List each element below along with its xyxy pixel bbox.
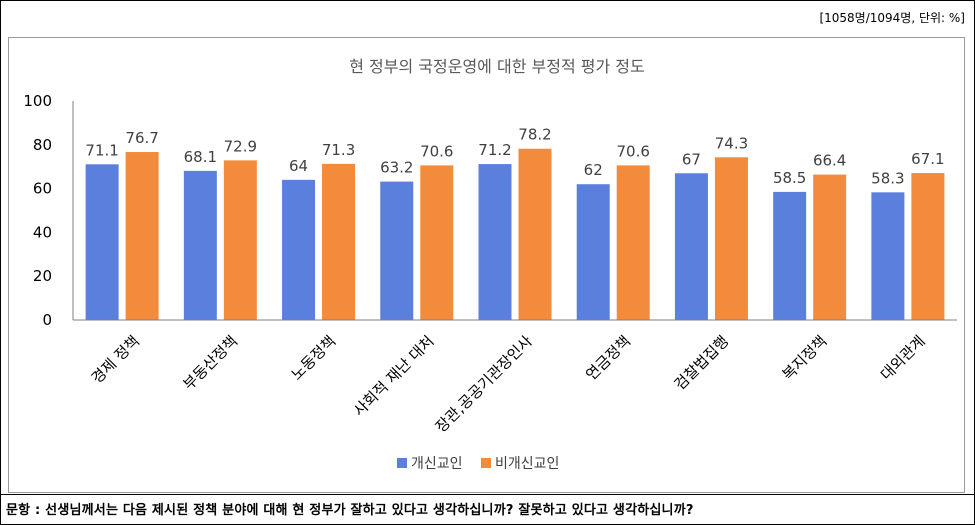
category-label: 부동산정책	[180, 332, 242, 394]
bars: 71.1 76.7 68.1 72.9 64 71.3 63.2 70.6 71.2 78.2 62…	[85, 126, 945, 320]
category-label: 사회적 재난 대처	[350, 332, 438, 420]
category-label: 검찰법집행	[671, 332, 733, 394]
data-label: 71.1	[85, 141, 118, 159]
data-label: 70.6	[617, 142, 650, 160]
data-label: 67	[682, 150, 701, 168]
data-label: 70.6	[420, 142, 453, 160]
legend-label: 개신교인	[411, 456, 463, 472]
bar-non-protestant	[616, 165, 650, 320]
data-label: 74.3	[715, 134, 748, 152]
data-label: 71.2	[478, 141, 511, 159]
bar-protestant	[183, 170, 217, 320]
data-label: 76.7	[125, 129, 158, 147]
data-label: 78.2	[518, 126, 551, 144]
bar-non-protestant	[322, 163, 356, 320]
data-label: 71.3	[322, 141, 355, 159]
data-label: 62	[584, 161, 603, 179]
bar-protestant	[576, 184, 610, 320]
bar-chart: 현 정부의 국정운영에 대한 부정적 평가 정도 0 20 40 60 80 100 71…	[23, 57, 957, 472]
bar-non-protestant	[125, 152, 159, 320]
bar-non-protestant	[813, 174, 847, 320]
category-label: 연금정책	[582, 332, 634, 384]
category-label: 경제 정책	[88, 332, 143, 387]
bar-non-protestant	[911, 173, 945, 320]
bar-protestant	[282, 179, 316, 320]
bar-non-protestant	[714, 157, 748, 320]
chart-title: 현 정부의 국정운영에 대한 부정적 평가 정도	[349, 57, 644, 76]
bar-protestant	[478, 164, 512, 320]
y-tick-label: 40	[33, 223, 52, 241]
bar-protestant	[871, 192, 905, 320]
y-tick-label: 100	[23, 92, 52, 110]
category-label: 대외관계	[877, 332, 929, 384]
legend: 개신교인 비개신교인	[397, 456, 559, 472]
category-label: 장관,공공기관장인사	[432, 332, 536, 436]
data-label: 67.1	[911, 150, 944, 168]
y-axis: 0 20 40 60 80 100	[23, 92, 74, 329]
y-tick-label: 60	[33, 180, 52, 198]
bar-protestant	[85, 164, 119, 320]
category-label: 노동정책	[288, 332, 340, 384]
footer-divider	[0, 494, 975, 495]
bar-non-protestant	[518, 148, 552, 320]
data-label: 58.5	[773, 169, 806, 187]
category-label: 복지정책	[779, 332, 831, 384]
data-label: 66.4	[813, 152, 846, 170]
bar-protestant	[773, 191, 807, 320]
data-label: 58.3	[871, 169, 904, 187]
y-tick-label: 0	[42, 311, 52, 329]
question-text: 문항 : 선생님께서는 다음 제시된 정책 분야에 대해 현 정부가 잘하고 있…	[6, 503, 694, 518]
data-label: 64	[289, 157, 308, 175]
bar-protestant	[674, 173, 708, 320]
legend-swatch-non-protestant	[481, 458, 491, 468]
data-label: 72.9	[224, 137, 257, 155]
bar-non-protestant	[223, 160, 257, 320]
bar-protestant	[380, 181, 414, 320]
data-label: 68.1	[184, 148, 217, 166]
y-tick-label: 20	[33, 267, 52, 285]
y-tick-label: 80	[33, 136, 52, 154]
data-label: 63.2	[380, 159, 413, 177]
legend-swatch-protestant	[397, 458, 407, 468]
legend-label: 비개신교인	[495, 456, 559, 472]
bar-non-protestant	[420, 165, 454, 320]
unit-note: [1058명/1094명, 단위: %]	[819, 11, 965, 25]
